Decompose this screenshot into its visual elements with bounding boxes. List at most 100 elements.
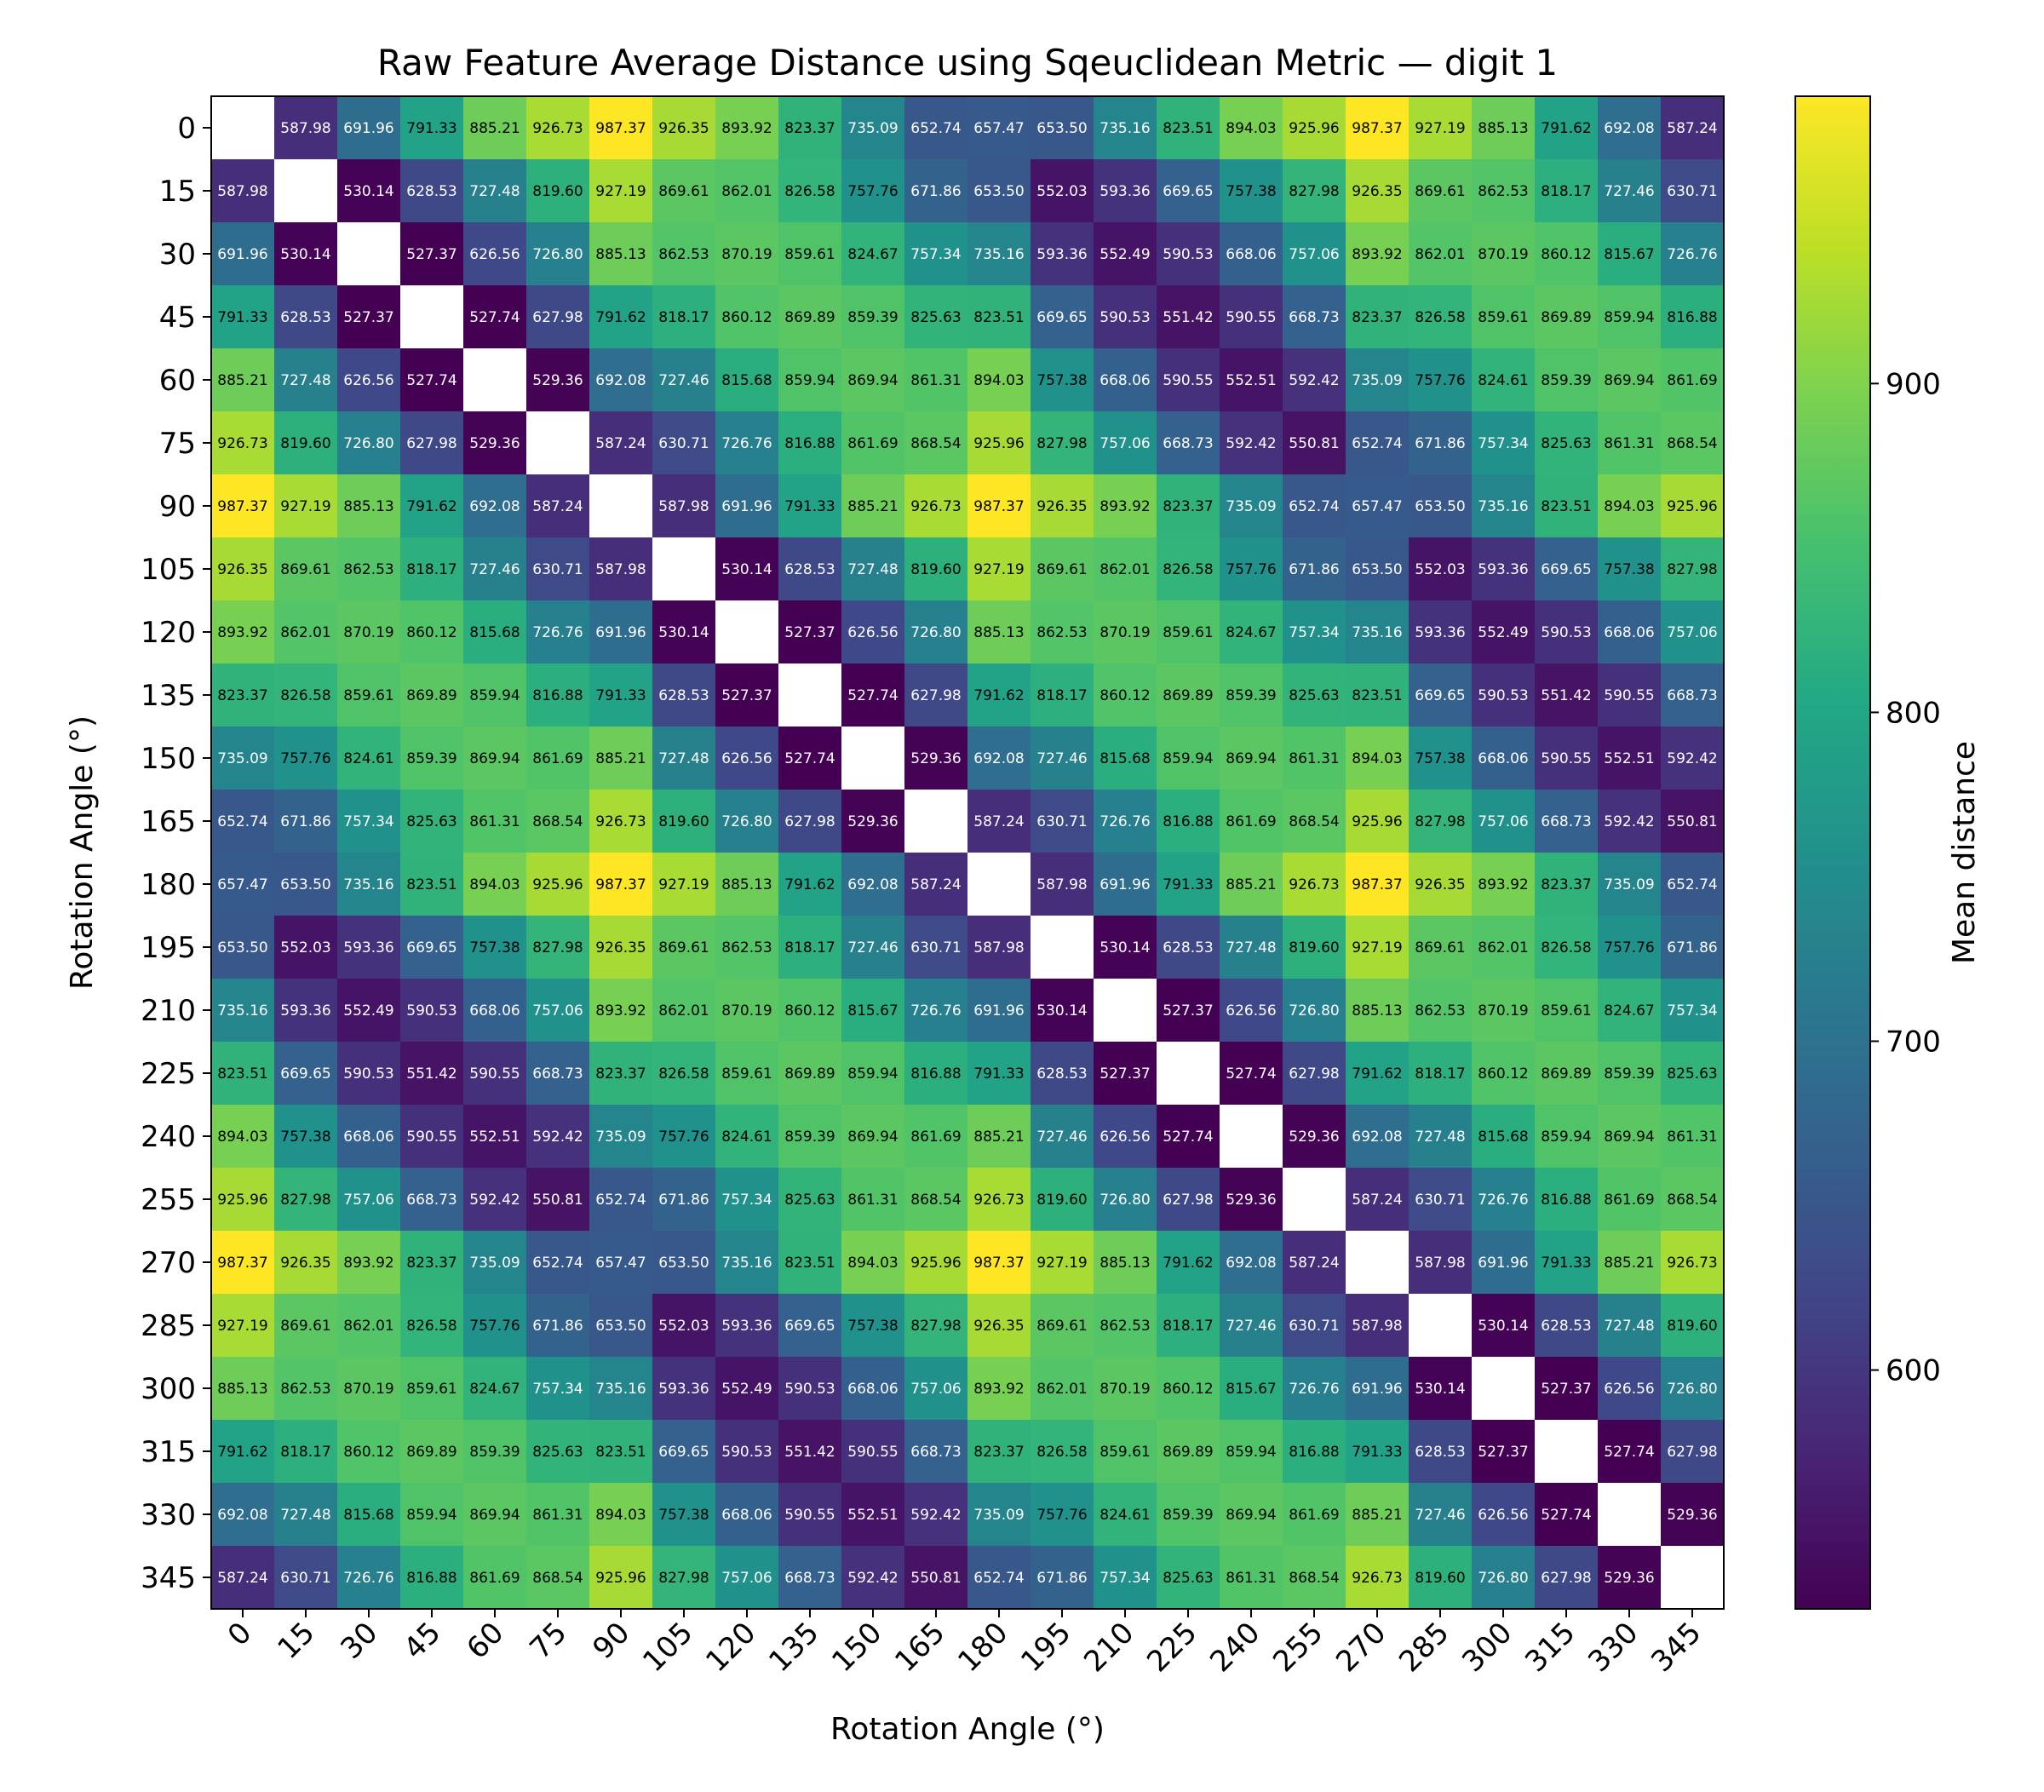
heatmap-cell <box>1409 222 1473 286</box>
heatmap-cell <box>1409 1042 1473 1106</box>
heatmap-cell-label: 652.74 <box>595 1192 646 1209</box>
heatmap-cell <box>274 1105 338 1169</box>
heatmap-cell <box>904 727 968 790</box>
heatmap-cell <box>1283 1105 1346 1169</box>
heatmap-cell-label: 727.48 <box>658 750 709 767</box>
heatmap-cell-label: 894.03 <box>973 372 1024 389</box>
heatmap-cell-label: 593.36 <box>1478 561 1528 578</box>
heatmap-cell <box>967 1420 1031 1484</box>
heatmap-cell-label: 668.06 <box>1100 372 1150 389</box>
heatmap-cell-label: 885.13 <box>217 1381 267 1398</box>
heatmap-cell <box>274 411 338 475</box>
heatmap-cell-label: 823.37 <box>217 687 267 704</box>
heatmap-cell-label: 552.49 <box>1478 624 1528 641</box>
heatmap-cell <box>400 1105 464 1169</box>
heatmap-cell <box>1283 285 1346 349</box>
heatmap-cell <box>1094 1231 1157 1295</box>
heatmap-cell-label: 529.36 <box>1667 1507 1717 1524</box>
heatmap-cell <box>1409 663 1473 727</box>
heatmap-cell <box>1346 1420 1410 1484</box>
heatmap-cell-label: 870.19 <box>1100 1381 1150 1398</box>
heatmap-cell-label: 869.89 <box>1163 687 1213 704</box>
heatmap-cell-label: 824.61 <box>1100 1507 1150 1524</box>
heatmap-cell-label: 727.48 <box>1415 1129 1465 1146</box>
plot-frame <box>210 95 1725 1610</box>
heatmap-cell-label: 668.06 <box>469 1002 520 1019</box>
heatmap-cell-label: 590.55 <box>1226 309 1276 326</box>
y-tick-label: 105 <box>141 553 196 587</box>
heatmap-cell-label: 862.53 <box>343 561 393 578</box>
heatmap-cell-label: 859.94 <box>1226 1444 1276 1461</box>
heatmap-cell-label: 726.80 <box>1100 1192 1150 1209</box>
heatmap-cell-label: 869.61 <box>1036 561 1087 578</box>
y-axis-ticks: 0 15 30 45 60 75 90 105 120 135 150 165 180 195 210 225… <box>141 112 211 1595</box>
heatmap-cells <box>211 96 1725 1610</box>
heatmap-cell <box>1031 853 1094 916</box>
heatmap-cell <box>589 916 653 979</box>
heatmap-cell-label: 825.63 <box>1289 687 1339 704</box>
heatmap-cell-label: 868.54 <box>1667 1192 1717 1209</box>
x-tick-label: 285 <box>1392 1616 1455 1679</box>
heatmap-cell <box>400 1420 464 1484</box>
heatmap-cell-label: 735.16 <box>1352 624 1402 641</box>
heatmap-cell <box>211 159 275 223</box>
heatmap-cell <box>337 222 401 286</box>
heatmap-cell <box>1409 537 1473 601</box>
heatmap-cell-label: 550.81 <box>910 1570 961 1587</box>
heatmap-cell <box>589 790 653 853</box>
heatmap-cell-label: 727.48 <box>280 372 330 389</box>
heatmap-cell-label: 818.17 <box>1163 1318 1213 1335</box>
heatmap-cell-label: 669.65 <box>1036 309 1087 326</box>
heatmap-cell-label: 870.19 <box>1478 1002 1528 1019</box>
heatmap-cell-label: 859.94 <box>1541 1129 1591 1146</box>
heatmap-cell-label: 816.88 <box>784 435 835 452</box>
heatmap-cell <box>1409 1294 1473 1358</box>
heatmap-cell-label: 757.76 <box>1036 1507 1087 1524</box>
heatmap-cell-label: 860.12 <box>1478 1065 1528 1083</box>
y-tick-label: 45 <box>159 301 196 335</box>
heatmap-cell-label: 630.71 <box>1036 813 1087 830</box>
heatmap-cell-label: 885.21 <box>217 372 267 389</box>
heatmap-cell-label: 668.73 <box>1163 435 1213 452</box>
heatmap-cell <box>274 96 338 160</box>
heatmap-cell <box>1661 1294 1725 1358</box>
heatmap-cell <box>1535 663 1599 727</box>
heatmap-cell-label: 893.92 <box>595 1002 646 1019</box>
x-tick-label: 195 <box>1014 1616 1077 1679</box>
heatmap-cell-label: 859.39 <box>784 1129 835 1146</box>
heatmap-cell <box>1661 727 1725 790</box>
heatmap-cell-label: 825.63 <box>1163 1570 1213 1587</box>
heatmap-cell-label: 859.94 <box>847 1065 898 1083</box>
heatmap-cell-label: 757.34 <box>532 1381 583 1398</box>
heatmap-cell <box>1409 411 1473 475</box>
heatmap-cell-label: 861.31 <box>532 1507 583 1524</box>
heatmap-cell <box>337 411 401 475</box>
heatmap-cell-label: 859.61 <box>1541 1002 1591 1019</box>
heatmap-cell <box>337 537 401 601</box>
heatmap-cell <box>1157 537 1220 601</box>
heatmap-cell <box>526 285 590 349</box>
heatmap-cell-label: 726.80 <box>1667 1381 1717 1398</box>
heatmap-cell-labels: 587.98 691.96 791.33 885.21 926.73 987.37 926.… <box>217 120 1717 1587</box>
heatmap-cell <box>1661 1168 1725 1232</box>
heatmap-cell-label: 735.16 <box>595 1381 646 1398</box>
heatmap-cell <box>274 853 338 916</box>
heatmap-cell <box>967 474 1031 538</box>
heatmap-cell <box>1535 916 1599 979</box>
heatmap-cell-label: 527.37 <box>343 309 393 326</box>
heatmap-cell-label: 791.62 <box>595 309 646 326</box>
heatmap-cell <box>400 853 464 916</box>
heatmap-cell-label: 823.51 <box>1163 120 1213 137</box>
heatmap-cell <box>1094 348 1157 412</box>
heatmap-cell <box>1409 1231 1473 1295</box>
heatmap-cell-label: 926.73 <box>217 435 267 452</box>
heatmap-cell-label: 818.17 <box>658 309 709 326</box>
heatmap-cell-label: 757.06 <box>910 1381 961 1398</box>
heatmap-cell-label: 791.62 <box>1163 1255 1213 1272</box>
heatmap-cell <box>1220 222 1283 286</box>
heatmap-cell <box>337 1294 401 1358</box>
heatmap-cell-label: 550.81 <box>1667 813 1717 830</box>
heatmap-cell-label: 592.42 <box>1289 372 1339 389</box>
heatmap-cell-label: 791.33 <box>1352 1444 1402 1461</box>
heatmap-cell <box>526 1042 590 1106</box>
